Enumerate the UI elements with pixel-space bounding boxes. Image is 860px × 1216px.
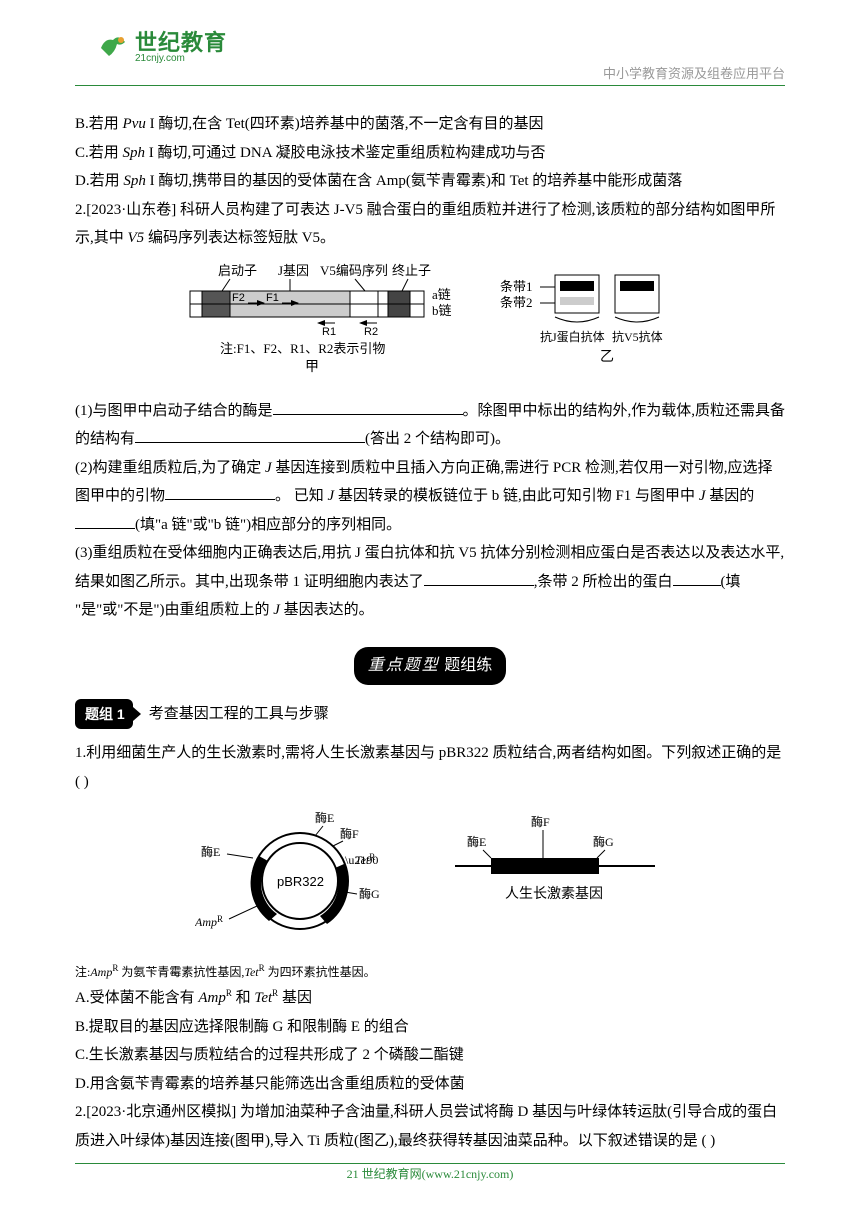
svg-text:酶G: 酶G <box>359 886 380 901</box>
p1-option-A: A.受体菌不能含有 AmpR 和 TetR 基因 <box>75 984 785 1013</box>
svg-text:条带1: 条带1 <box>500 279 533 294</box>
header-subtitle: 中小学教育资源及组卷应用平台 <box>603 62 785 87</box>
svg-text:J基因: J基因 <box>278 263 309 278</box>
svg-text:b链: b链 <box>432 303 452 318</box>
blank <box>165 482 275 500</box>
svg-text:抗V5抗体: 抗V5抗体 <box>612 329 663 344</box>
svg-text:R2: R2 <box>364 326 378 338</box>
svg-text:启动子: 启动子 <box>218 263 257 278</box>
option-D: D.若用 Sph I 酶切,携带目的基因的受体菌在含 Amp(氨苄青霉素)和 T… <box>75 167 785 196</box>
option-C: C.若用 Sph I 酶切,可通过 DNA 凝胶电泳技术鉴定重组质粒构建成功与否 <box>75 139 785 168</box>
svg-text:a链: a链 <box>432 287 451 302</box>
p1-intro: 1.利用细菌生产人的生长激素时,需将人生长激素基因与 pBR322 质粒结合,两… <box>75 739 785 796</box>
logo-text: 世纪教育 <box>135 31 227 54</box>
svg-text:条带2: 条带2 <box>500 295 533 310</box>
page-content: B.若用 Pvu I 酶切,在含 Tet(四环素)培养基中的菌落,不一定含有目的… <box>75 110 785 1155</box>
p1-option-D: D.用含氨苄青霉素的培养基只能筛选出含重组质粒的受体菌 <box>75 1070 785 1099</box>
svg-text:AmpR: AmpR <box>195 914 223 929</box>
group-pill: 题组 1 <box>75 699 133 730</box>
svg-text:酶E: 酶E <box>315 810 334 825</box>
svg-text:注:F1、F2、R1、R2表示引物: 注:F1、F2、R1、R2表示引物 <box>220 341 385 356</box>
diagram-pBR322: pBR322 酶E 酶F \u2190 TetR 酶G 酶E AmpR 酶F 酶… <box>75 806 785 956</box>
svg-text:R1: R1 <box>322 326 336 338</box>
option-B: B.若用 Pvu I 酶切,在含 Tet(四环素)培养基中的菌落,不一定含有目的… <box>75 110 785 139</box>
blank <box>673 568 721 586</box>
svg-text:pBR322: pBR322 <box>277 874 324 889</box>
page-footer: 21 世纪教育网(www.21cnjy.com) <box>0 1163 860 1186</box>
svg-text:终止子: 终止子 <box>392 263 431 278</box>
svg-text:人生长激素基因: 人生长激素基因 <box>505 885 603 902</box>
header-logo: 世纪教育 21cnjy.com <box>95 30 227 66</box>
q2-intro: 2.[2023·山东卷] 科研人员构建了可表达 J-V5 融合蛋白的重组质粒并进… <box>75 196 785 253</box>
group-title: 考查基因工程的工具与步骤 <box>149 700 329 729</box>
q2-sub3: (3)重组质粒在受体细胞内正确表达后,用抗 J 蛋白抗体和抗 V5 抗体分别检测… <box>75 539 785 625</box>
group-header: 题组 1 考查基因工程的工具与步骤 <box>75 699 785 730</box>
svg-text:抗J蛋白抗体: 抗J蛋白抗体 <box>540 329 605 344</box>
diagram-jia-yi: 启动子 J基因 V5编码序列 终止子 F2 F1 <box>75 261 785 389</box>
svg-text:酶F: 酶F <box>531 814 550 829</box>
svg-text:F2: F2 <box>232 292 245 304</box>
svg-text:甲: 甲 <box>305 360 319 375</box>
p1-option-B: B.提取目的基因应选择限制酶 G 和限制酶 E 的组合 <box>75 1013 785 1042</box>
section-title: 重点题型 题组练 <box>75 647 785 685</box>
svg-text:酶F: 酶F <box>340 826 359 841</box>
p2-intro: 2.[2023·北京通州区模拟] 为增加油菜种子含油量,科研人员尝试将酶 D 基… <box>75 1098 785 1155</box>
svg-text:酶E: 酶E <box>467 834 486 849</box>
blank <box>75 511 135 529</box>
blank <box>273 397 463 415</box>
p1-option-C: C.生长激素基因与质粒结合的过程共形成了 2 个磷酸二酯键 <box>75 1041 785 1070</box>
header-divider <box>75 85 785 86</box>
diagram2-footnote: 注:AmpR 为氨苄青霉素抗性基因,TetR 为四环素抗性基因。 <box>75 960 785 984</box>
section-badge: 重点题型 题组练 <box>354 647 506 685</box>
blank <box>135 425 365 443</box>
q2-sub1: (1)与图甲中启动子结合的酶是。除图甲中标出的结构外,作为载体,质粒还需具备的结… <box>75 397 785 454</box>
svg-text:酶E: 酶E <box>201 844 220 859</box>
logo-icon <box>95 30 131 66</box>
svg-text:酶G: 酶G <box>593 834 614 849</box>
q2-sub2: (2)构建重组质粒后,为了确定 J 基因连接到质粒中且插入方向正确,需进行 PC… <box>75 454 785 540</box>
svg-text:乙: 乙 <box>600 349 614 365</box>
blank <box>424 568 534 586</box>
svg-text:F1: F1 <box>266 292 279 304</box>
svg-text:V5编码序列: V5编码序列 <box>320 263 388 278</box>
logo-domain: 21cnjy.com <box>135 54 227 65</box>
